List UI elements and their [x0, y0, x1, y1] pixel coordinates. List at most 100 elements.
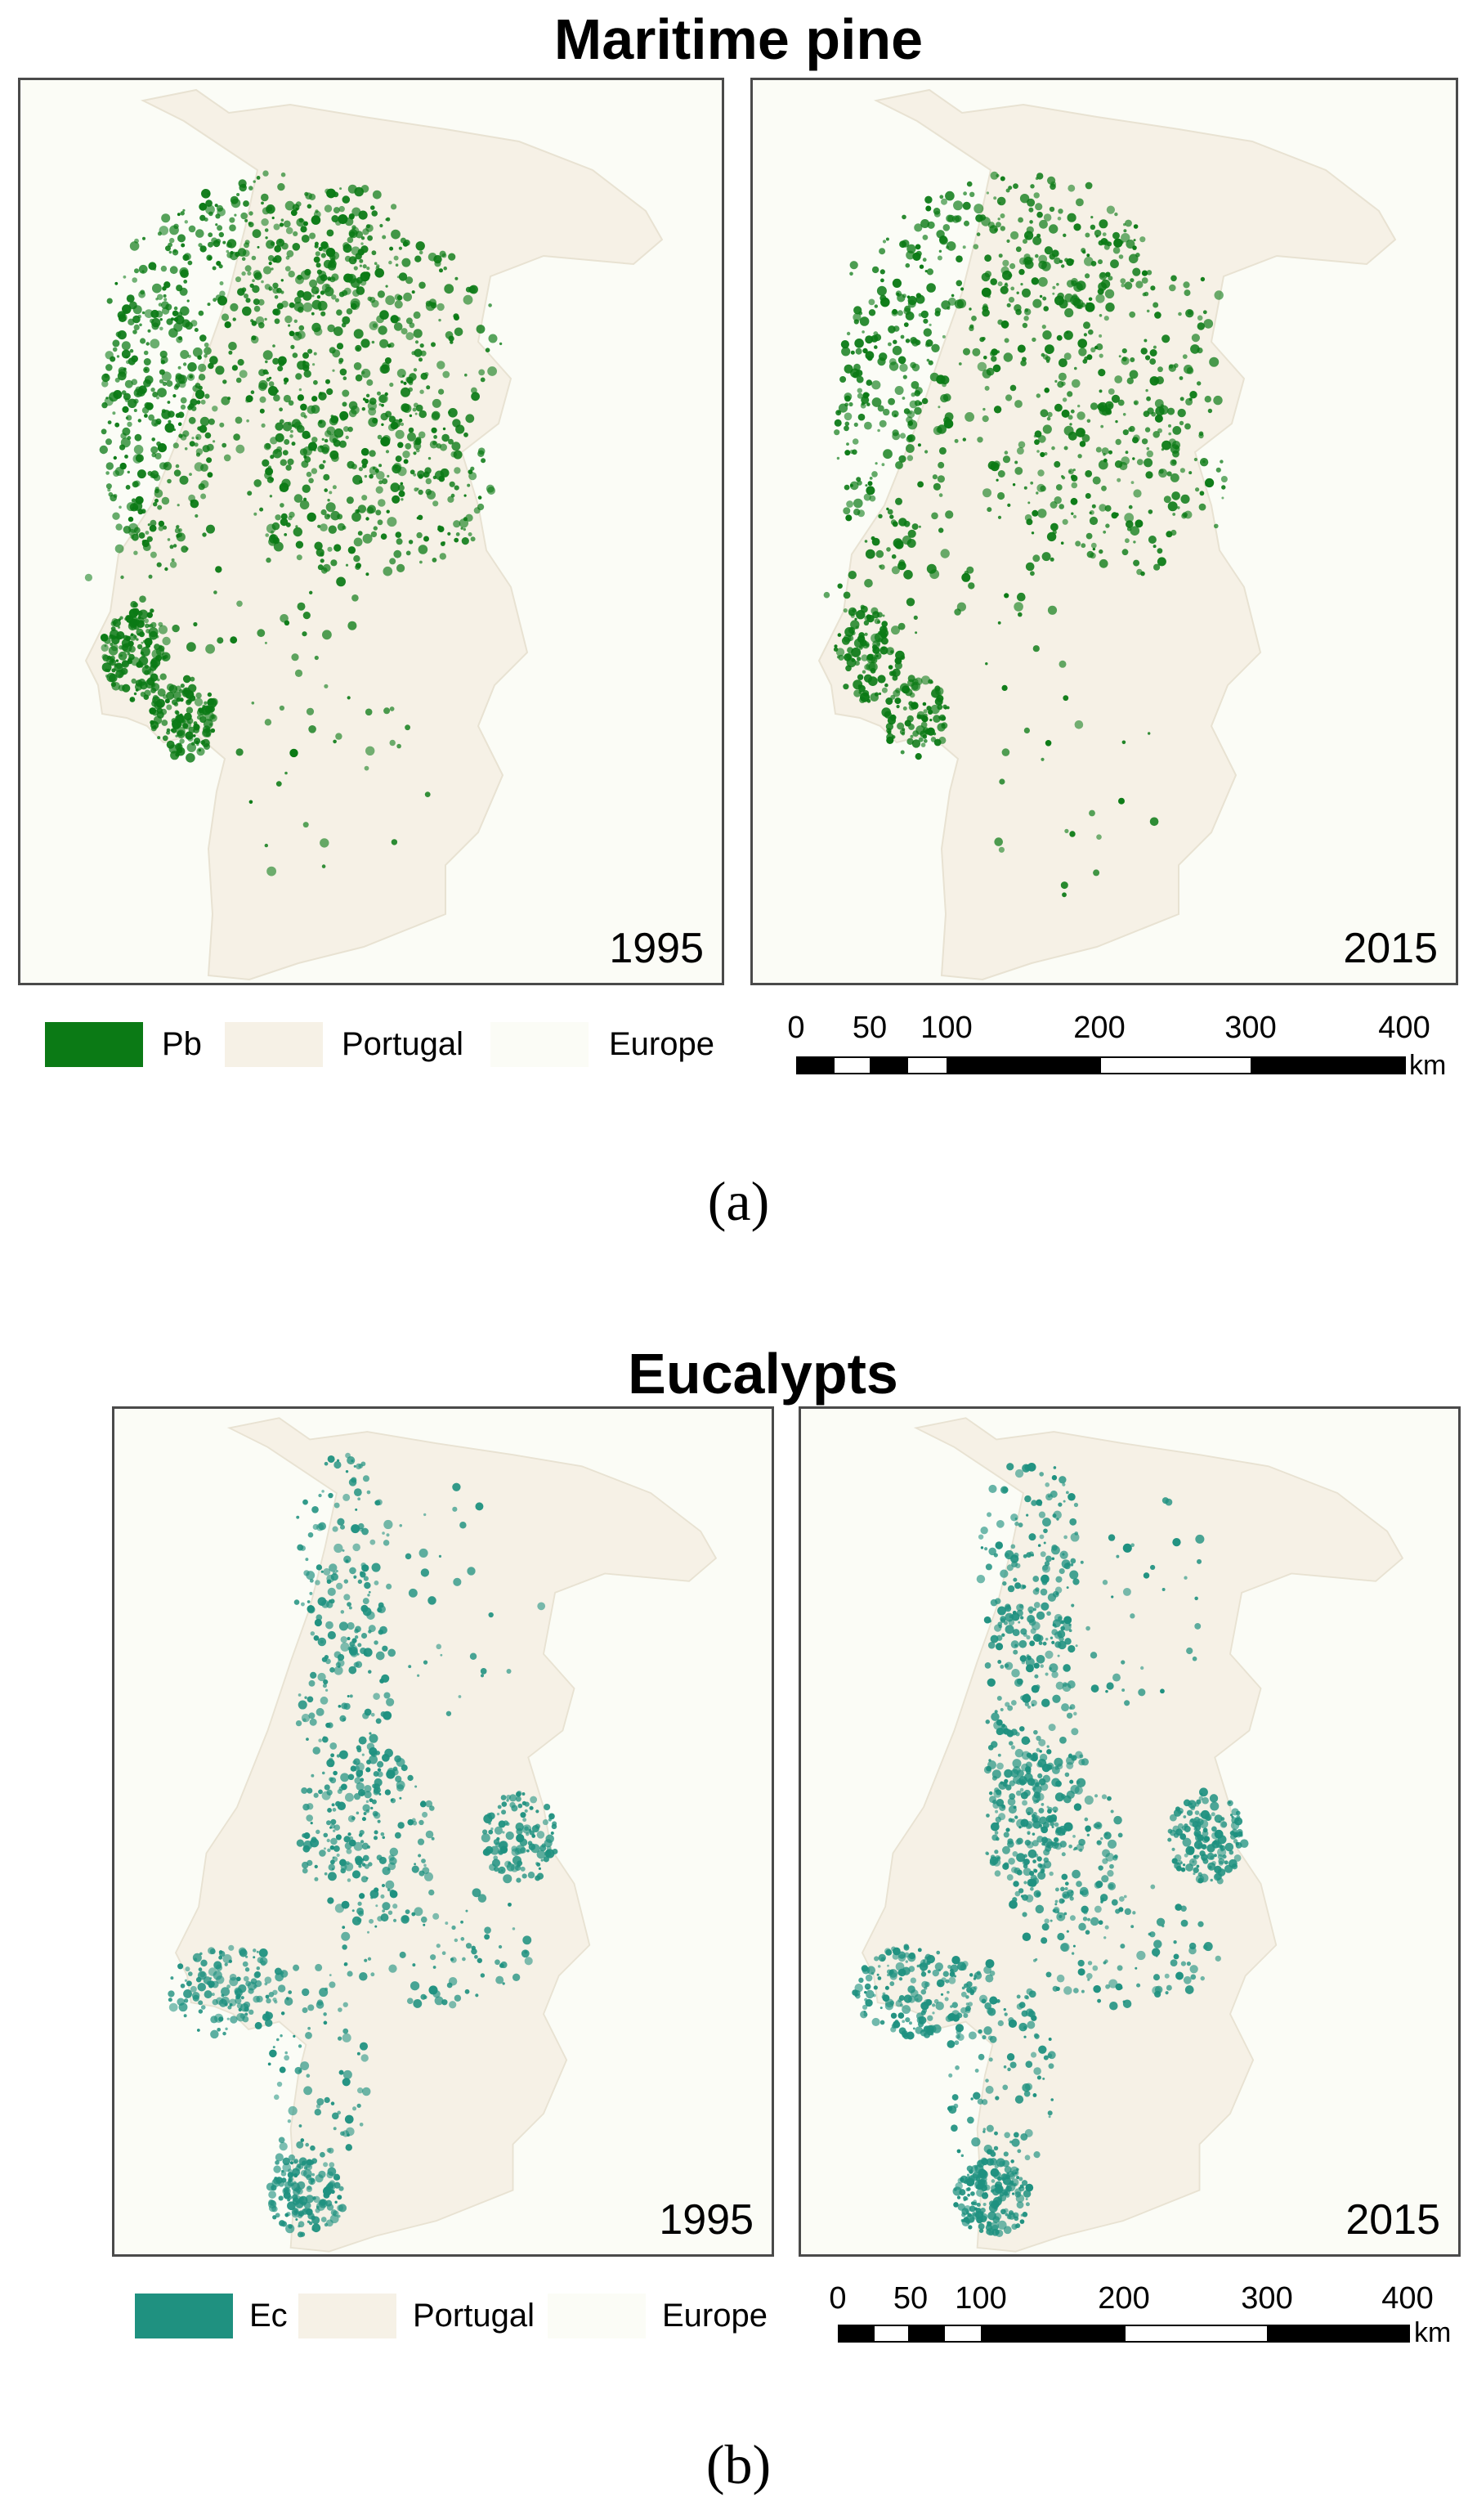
species-patch — [1006, 2053, 1015, 2061]
species-patch — [293, 1599, 300, 1605]
species-patch — [151, 317, 161, 328]
species-patch — [1025, 562, 1035, 572]
species-patch — [458, 1695, 462, 1698]
species-patch — [538, 1867, 541, 1870]
species-patch — [856, 477, 862, 482]
species-patch — [1111, 512, 1118, 519]
species-patch — [351, 1909, 355, 1912]
species-patch — [1023, 2190, 1032, 2198]
species-patch — [1018, 1522, 1023, 1527]
species-patch — [928, 679, 933, 684]
species-patch — [861, 654, 868, 661]
species-patch — [1019, 1787, 1024, 1792]
species-patch — [1026, 1841, 1034, 1849]
species-patch — [892, 521, 898, 527]
species-patch — [1085, 302, 1089, 305]
species-patch — [105, 462, 114, 470]
species-patch — [888, 342, 892, 347]
species-patch — [441, 1999, 448, 2006]
species-patch — [1036, 2075, 1041, 2080]
species-patch — [1177, 408, 1186, 418]
species-patch — [403, 292, 412, 302]
species-patch — [351, 226, 360, 235]
species-patch — [333, 1666, 343, 1675]
species-patch — [1205, 483, 1208, 487]
species-patch — [244, 1967, 250, 1972]
species-patch — [1070, 1558, 1076, 1564]
species-patch — [161, 371, 172, 382]
species-patch — [290, 429, 293, 433]
species-patch — [147, 471, 153, 476]
species-patch — [965, 412, 974, 422]
species-patch — [1038, 1778, 1046, 1786]
species-patch — [1044, 388, 1050, 393]
species-patch — [412, 407, 417, 412]
species-patch — [1211, 1812, 1215, 1817]
species-patch — [996, 222, 1001, 228]
species-patch — [876, 612, 883, 618]
species-patch — [504, 1860, 512, 1868]
species-patch — [145, 402, 154, 410]
species-patch — [495, 1975, 504, 1984]
species-patch — [1094, 1794, 1099, 1798]
species-patch — [265, 2011, 270, 2015]
species-patch — [920, 742, 926, 747]
species-patch — [475, 1502, 484, 1511]
species-patch — [1179, 376, 1184, 380]
species-patch — [969, 2205, 976, 2213]
species-patch — [483, 1814, 493, 1823]
species-patch — [911, 381, 920, 389]
species-patch — [1059, 1943, 1069, 1952]
species-patch — [902, 374, 907, 379]
species-patch — [1157, 548, 1163, 554]
species-patch — [147, 668, 154, 675]
species-patch — [266, 523, 276, 534]
species-patch — [444, 284, 454, 294]
species-patch — [1074, 366, 1077, 370]
species-patch — [418, 489, 423, 495]
species-patch — [866, 355, 873, 361]
species-patch — [1043, 306, 1049, 312]
species-patch — [189, 473, 192, 476]
species-patch — [331, 454, 339, 462]
species-patch — [316, 262, 321, 268]
species-patch — [316, 2201, 325, 2211]
species-patch — [898, 559, 906, 567]
species-patch — [235, 416, 243, 424]
species-patch — [1042, 354, 1049, 360]
species-patch — [256, 1995, 263, 2003]
species-patch — [986, 1765, 991, 1772]
species-patch — [544, 1839, 553, 1848]
species-patch — [326, 2171, 334, 2179]
species-patch — [362, 1607, 372, 1616]
species-patch — [1051, 1545, 1058, 1551]
species-patch — [1064, 1886, 1068, 1891]
species-patch — [277, 1984, 286, 1993]
species-patch — [348, 1644, 358, 1654]
species-patch — [854, 339, 864, 348]
species-patch — [348, 1478, 357, 1486]
species-patch — [276, 2081, 283, 2087]
species-patch — [121, 639, 131, 648]
species-patch — [951, 2094, 959, 2101]
species-patch — [234, 1987, 242, 1995]
species-patch — [371, 1799, 377, 1805]
species-patch — [111, 668, 116, 673]
species-patch — [361, 1564, 369, 1572]
species-patch — [210, 2029, 219, 2039]
species-patch — [925, 205, 932, 212]
species-patch — [1001, 684, 1008, 692]
species-patch — [159, 673, 167, 680]
species-patch — [142, 236, 145, 240]
species-patch — [1041, 757, 1045, 761]
species-patch — [888, 361, 899, 371]
species-patch — [347, 621, 357, 630]
species-patch — [1135, 519, 1144, 528]
species-patch — [888, 325, 896, 334]
species-patch — [1050, 1821, 1054, 1827]
species-patch — [509, 1801, 516, 1809]
species-patch — [272, 2046, 275, 2049]
species-patch — [900, 655, 906, 660]
species-patch — [1122, 429, 1129, 436]
species-patch — [150, 388, 155, 392]
